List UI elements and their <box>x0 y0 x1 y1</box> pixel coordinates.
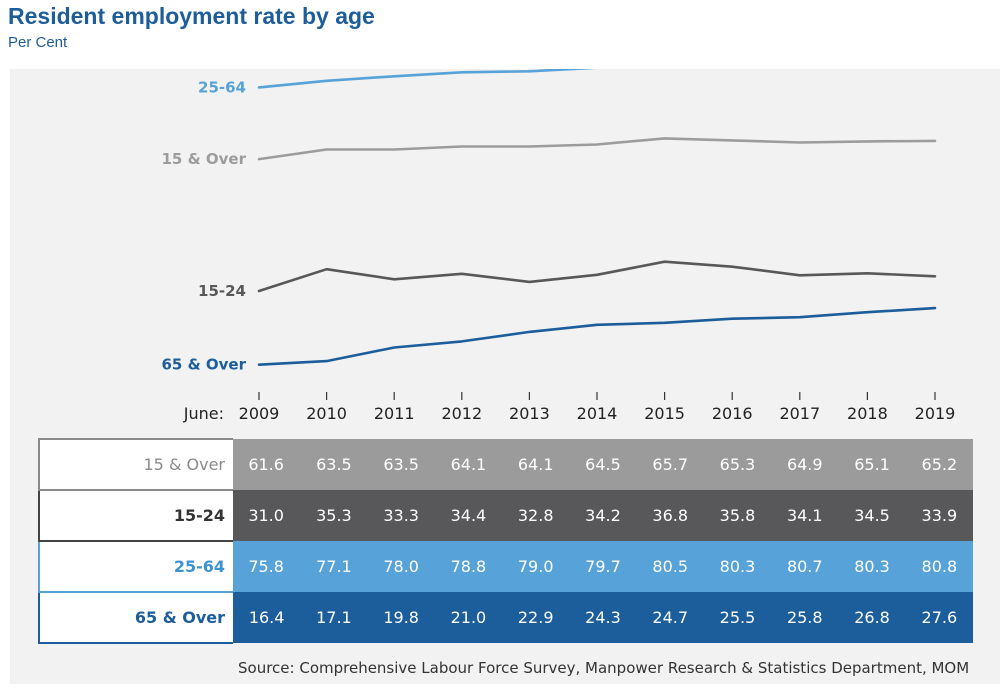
series-label-15-24: 15-24 <box>198 282 246 300</box>
table-cell: 16.4 <box>233 592 301 643</box>
x-axis-prefix: June: <box>183 404 224 423</box>
table-cell: 65.2 <box>905 439 973 490</box>
data-table: 15 & Over 61.6 63.5 63.5 64.1 64.1 64.5 65.7 65.… <box>38 438 973 644</box>
chart-subtitle: Per Cent <box>8 34 68 51</box>
line-chart: 25-64 15 & Over 15-24 65 & Over June: 2009 20… <box>162 69 956 423</box>
table-cell: 25.5 <box>703 592 772 643</box>
series-line-15-and-over <box>257 137 937 161</box>
table-cell: 34.5 <box>838 490 906 541</box>
table-cell: 24.3 <box>569 592 637 643</box>
x-tick-label-2009: 2009 <box>239 404 280 423</box>
table-cell: 31.0 <box>233 490 301 541</box>
table-cell: 80.7 <box>771 541 839 592</box>
table-cell: 32.8 <box>502 490 570 541</box>
table-cell: 78.0 <box>367 541 435 592</box>
table-cell: 35.3 <box>300 490 368 541</box>
x-axis: June: 2009 2010 2011 2012 2013 2014 2015 2016 201… <box>183 392 956 423</box>
table-cell: 61.6 <box>233 439 301 490</box>
table-cell: 80.5 <box>636 541 704 592</box>
x-tick-label-2019: 2019 <box>915 404 956 423</box>
series-line-15-24 <box>257 260 937 293</box>
series-label-65-and-over: 65 & Over <box>162 356 247 374</box>
row-label-25-64: 25-64 <box>38 540 233 593</box>
table-cell: 24.7 <box>636 592 704 643</box>
source-note: Source: Comprehensive Labour Force Surve… <box>238 659 970 677</box>
table-cell: 65.1 <box>838 439 906 490</box>
series-labels: 25-64 15 & Over 15-24 65 & Over <box>162 78 247 373</box>
table-cell: 34.2 <box>569 490 637 541</box>
x-tick-label-2010: 2010 <box>306 404 347 423</box>
table-cell: 65.3 <box>703 439 772 490</box>
table-cell: 65.7 <box>636 439 704 490</box>
table-cell: 34.1 <box>771 490 839 541</box>
table-cell: 80.3 <box>838 541 906 592</box>
table-row-25-64: 25-64 75.8 77.1 78.0 78.8 79.0 79.7 80.5 80.3 80.… <box>38 540 973 593</box>
table-cell: 80.3 <box>703 541 772 592</box>
table-cell: 75.8 <box>233 541 301 592</box>
table-cell: 35.8 <box>703 490 772 541</box>
table-cell: 33.3 <box>367 490 435 541</box>
table-cell: 64.1 <box>502 439 570 490</box>
row-label-15-24: 15-24 <box>38 489 233 542</box>
table-cell: 36.8 <box>636 490 704 541</box>
table-cell: 63.5 <box>300 439 368 490</box>
x-tick-label-2013: 2013 <box>509 404 550 423</box>
series-line-25-64 <box>257 69 598 89</box>
table-cell: 19.8 <box>367 592 435 643</box>
x-tick-label-2017: 2017 <box>779 404 820 423</box>
chart-title: Resident employment rate by age <box>8 3 375 29</box>
table-cell: 22.9 <box>502 592 570 643</box>
table-row-65-and-over: 65 & Over 16.4 17.1 19.8 21.0 22.9 24.3 24.7 25.… <box>38 591 973 644</box>
table-cell: 80.8 <box>905 541 973 592</box>
row-label-65-and-over: 65 & Over <box>38 591 233 644</box>
table-row-15-and-over: 15 & Over 61.6 63.5 63.5 64.1 64.1 64.5 65.7 65.… <box>38 438 973 491</box>
table-cell: 79.0 <box>502 541 570 592</box>
table-cell: 78.8 <box>434 541 503 592</box>
table-cell: 64.9 <box>771 439 839 490</box>
x-tick-label-2014: 2014 <box>577 404 618 423</box>
x-tick-label-2018: 2018 <box>847 404 888 423</box>
table-cell: 33.9 <box>905 490 973 541</box>
series-label-25-64: 25-64 <box>198 78 246 96</box>
x-tick-label-2015: 2015 <box>644 404 685 423</box>
table-cell: 77.1 <box>300 541 368 592</box>
table-cell: 34.4 <box>434 490 503 541</box>
table-cell: 21.0 <box>434 592 503 643</box>
series-layer <box>257 69 937 367</box>
x-tick-label-2012: 2012 <box>441 404 482 423</box>
series-label-15-and-over: 15 & Over <box>162 150 247 168</box>
table-cell: 79.7 <box>569 541 637 592</box>
table-cell: 25.8 <box>771 592 839 643</box>
x-tick-label-2011: 2011 <box>374 404 415 423</box>
table-cell: 17.1 <box>300 592 368 643</box>
table-row-15-24: 15-24 31.0 35.3 33.3 34.4 32.8 34.2 36.8 35.8 34.… <box>38 489 973 542</box>
table-cell: 26.8 <box>838 592 906 643</box>
table-cell: 27.6 <box>905 592 973 643</box>
table-cell: 64.5 <box>569 439 637 490</box>
table-cell: 63.5 <box>367 439 435 490</box>
series-line-65-and-over <box>257 306 937 367</box>
table-cell: 64.1 <box>434 439 503 490</box>
x-tick-label-2016: 2016 <box>712 404 753 423</box>
row-label-15-and-over: 15 & Over <box>38 438 233 491</box>
